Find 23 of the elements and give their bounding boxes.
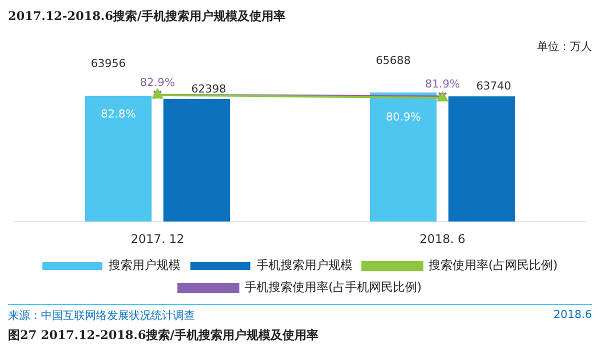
data-label: 81.9% (425, 78, 460, 91)
legend-label: 搜索用户规模 (108, 258, 180, 272)
caption: 图27 2017.12-2018.6搜索/手机搜索用户规模及使用率 (8, 327, 320, 344)
bar (448, 96, 515, 222)
legend-label: 手机搜索使用率(占手机网民比例) (244, 280, 422, 294)
data-label: 63740 (476, 80, 512, 93)
chart-title: 2017.12-2018.6搜索/手机搜索用户规模及使用率 (8, 8, 286, 25)
data-label: 63956 (90, 57, 126, 70)
x-tick-label: 2017. 12 (130, 232, 184, 246)
source-note: 来源：中国互联网络发展状况统计调查 (8, 308, 195, 323)
data-label: 62398 (191, 82, 226, 96)
x-tick-label: 2018. 6 (420, 232, 466, 246)
data-label: 82.9% (140, 76, 175, 90)
legend-label: 搜索使用率(占网民比例) (428, 258, 558, 272)
data-label: 80.9% (386, 110, 421, 124)
legend-label: 手机搜索用户规模 (256, 258, 352, 272)
bar (370, 92, 437, 222)
bar (163, 98, 230, 222)
data-label: 65688 (376, 54, 411, 67)
bar (85, 96, 152, 222)
data-label: 82.8% (100, 107, 136, 120)
text: 单位：万人 (536, 39, 592, 54)
text: 2018.6 (554, 308, 592, 323)
